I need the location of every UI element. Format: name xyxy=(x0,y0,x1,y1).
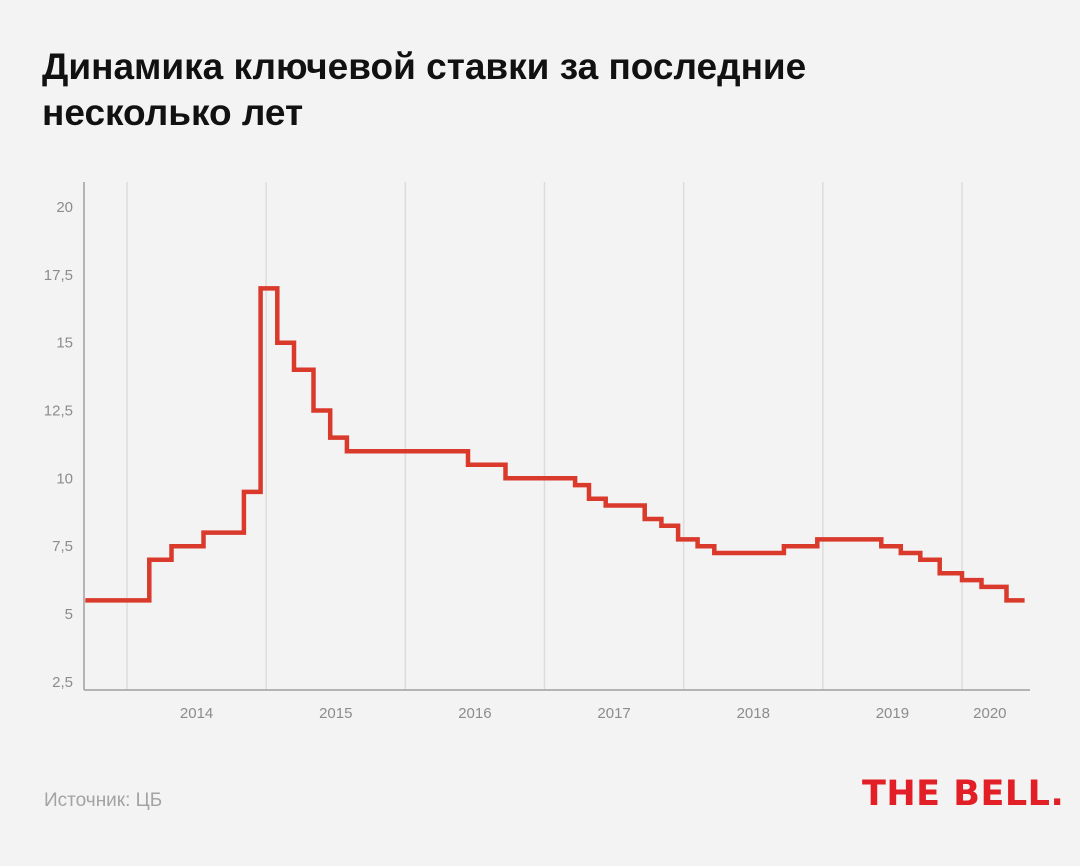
y-axis-tick-labels: 2,5 5 7,5 10 12,5 15 17,5 20 xyxy=(44,199,73,691)
series-layer xyxy=(85,286,1025,603)
y-tick-label: 2,5 xyxy=(52,674,73,691)
y-tick-label: 15 xyxy=(56,335,73,352)
the-bell-logo: THE BELL. xyxy=(862,774,1065,814)
y-tick-label: 20 xyxy=(56,199,73,216)
x-tick-label: 2020 xyxy=(973,705,1006,722)
y-tick-label: 10 xyxy=(56,470,73,487)
y-tick-label: 7,5 xyxy=(52,538,73,555)
chart-title: Динамика ключевой ставки за последние не… xyxy=(42,44,942,136)
key-rate-series-line xyxy=(85,286,1025,603)
x-tick-label: 2017 xyxy=(597,705,630,722)
y-tick-label: 17,5 xyxy=(44,267,73,284)
x-tick-label: 2015 xyxy=(319,705,352,722)
source-note: Источник: ЦБ xyxy=(44,790,163,811)
chart-title-line-1: Динамика ключевой ставки за последние xyxy=(42,46,807,87)
x-tick-label: 2014 xyxy=(180,705,213,722)
x-tick-label: 2019 xyxy=(876,705,909,722)
y-tick-label: 12,5 xyxy=(44,403,73,420)
x-axis-tick-labels: 2014 2015 2016 2017 2018 2019 2020 xyxy=(180,705,1007,722)
y-tick-label: 5 xyxy=(65,606,73,623)
x-tick-label: 2016 xyxy=(458,705,491,722)
x-tick-label: 2018 xyxy=(737,705,770,722)
chart-title-line-2: несколько лет xyxy=(42,92,304,133)
gridlines xyxy=(126,182,963,690)
axes xyxy=(83,182,1030,691)
